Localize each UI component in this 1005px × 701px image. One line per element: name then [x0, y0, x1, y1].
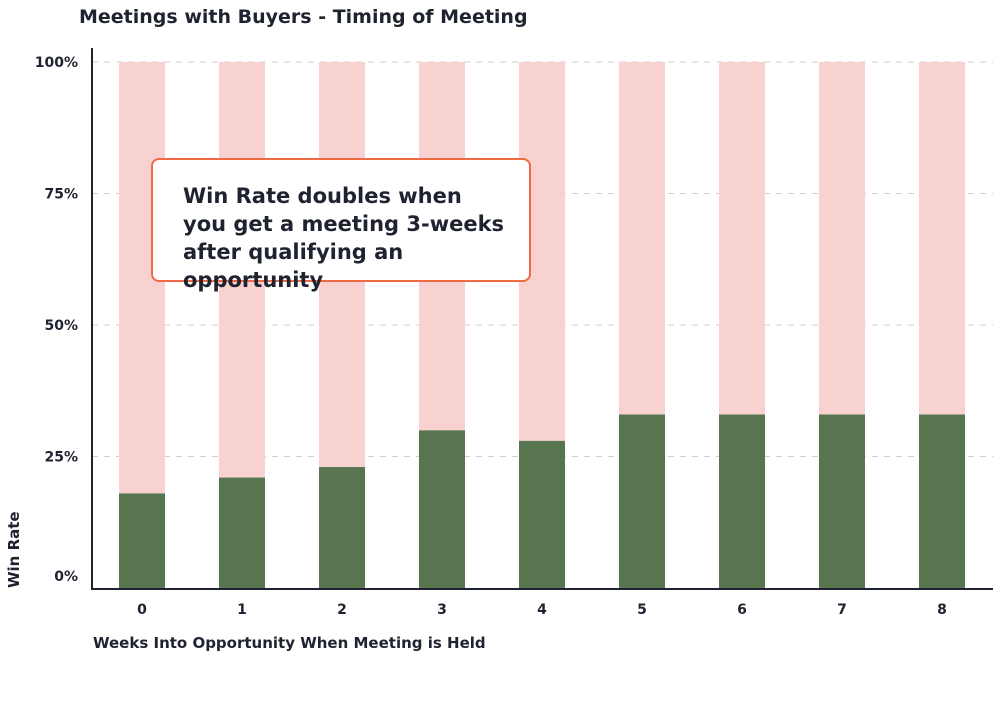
x-tick-label: 5 — [637, 602, 647, 618]
bar-win-rate — [519, 440, 565, 588]
y-tick-label: 75% — [44, 187, 78, 203]
x-axis-ticks: 0 1 2 3 4 5 6 7 8 — [137, 602, 947, 618]
y-tick-label: 100% — [35, 55, 78, 71]
bar-remainder — [719, 62, 765, 415]
bar-win-rate — [719, 414, 765, 588]
x-tick-label: 6 — [737, 602, 747, 618]
bar-remainder — [619, 62, 665, 415]
bar-win-rate — [919, 414, 965, 588]
bar-win-rate — [419, 430, 465, 588]
bars — [119, 62, 965, 588]
y-tick-label: 0% — [54, 569, 78, 585]
bar-remainder — [819, 62, 865, 415]
chart-title: Meetings with Buyers - Timing of Meeting — [79, 6, 528, 28]
bar-win-rate — [619, 414, 665, 588]
x-tick-label: 7 — [837, 602, 847, 618]
x-tick-label: 8 — [937, 602, 947, 618]
y-tick-label: 50% — [44, 318, 78, 334]
bar-win-rate — [819, 414, 865, 588]
x-tick-label: 4 — [537, 602, 547, 618]
bar-win-rate — [119, 493, 165, 588]
annotation-callout: Win Rate doubles when you get a meeting … — [151, 158, 531, 292]
y-axis-label: Win Rate — [5, 511, 23, 588]
y-axis-ticks: 0% 25% 50% 75% 100% — [35, 55, 78, 585]
x-tick-label: 0 — [137, 602, 147, 618]
bar-win-rate — [219, 477, 265, 588]
x-tick-label: 2 — [337, 602, 347, 618]
x-axis-label: Weeks Into Opportunity When Meeting is H… — [93, 634, 486, 652]
y-tick-label: 25% — [44, 450, 78, 466]
x-tick-label: 1 — [237, 602, 247, 618]
bar-remainder — [919, 62, 965, 415]
bar-win-rate — [319, 467, 365, 588]
x-tick-label: 3 — [437, 602, 447, 618]
